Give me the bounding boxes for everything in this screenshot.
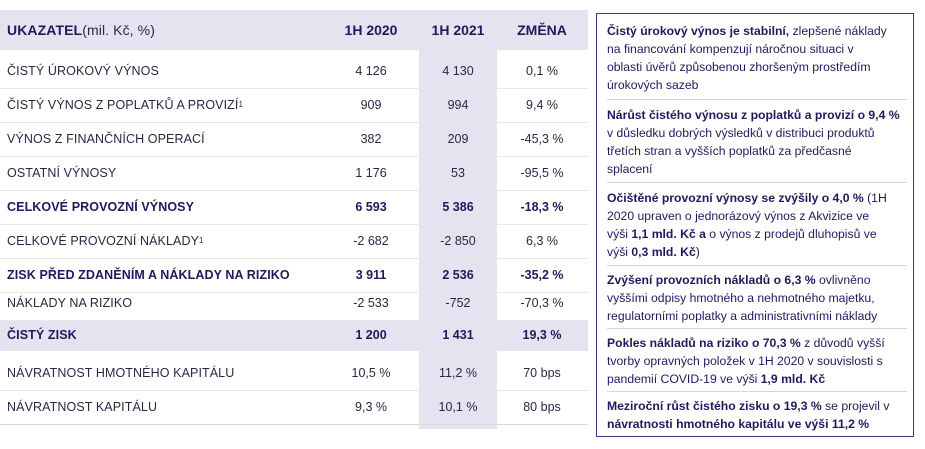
table-row: OSTATNÍ VÝNOSY 1 176 53 -95,5 %: [0, 156, 588, 191]
table-row-profit-before-tax: ZISK PŘED ZDANĚNÍM A NÁKLADY NA RIZIKO 3…: [0, 258, 588, 293]
value-change: 0,1 %: [526, 64, 558, 78]
row-label: ZISK PŘED ZDANĚNÍM A NÁKLADY NA RIZIKO: [7, 268, 290, 282]
table-row: NÁVRATNOST KAPITÁLU 9,3 % 10,1 % 80 bps: [0, 390, 588, 425]
note-net-interest-income: Čistý úrokový výnos je stabilní, zlepšen…: [607, 24, 887, 92]
row-label: CELKOVÉ PROVOZNÍ VÝNOSY: [7, 200, 195, 214]
row-label: OSTATNÍ VÝNOSY: [7, 166, 117, 180]
note-operating-costs: Zvýšení provozních nákladů o 6,3 % ovliv…: [607, 273, 878, 323]
value-1h2020: 4 126: [355, 64, 387, 78]
net-profit-band: [0, 320, 588, 350]
value-1h2021: 5 386: [442, 200, 474, 214]
header-1h2020: 1H 2020: [344, 22, 398, 38]
results-table: UKAZATEL (mil. Kč, %) 1H 2020 1H 2021 ZM…: [0, 10, 588, 429]
row-label: ČISTÝ ÚROKOVÝ VÝNOS: [7, 64, 159, 78]
value-1h2021: 209: [447, 132, 469, 146]
value-change: 9,4 %: [526, 98, 558, 112]
value-1h2021: -2 850: [440, 234, 476, 248]
note-fee-income: Nárůst čistého výnosu z poplatků a provi…: [607, 108, 900, 176]
value-1h2021: 1 431: [442, 328, 474, 342]
table-row: CELKOVÉ PROVOZNÍ NÁKLADY 1 -2 682 -2 850 …: [0, 224, 588, 259]
table-row: VÝNOS Z FINANČNÍCH OPERACÍ 382 209 -45,3…: [0, 122, 588, 157]
value-change: 19,3 %: [522, 328, 562, 342]
value-1h2020: 1 200: [355, 328, 387, 342]
value-1h2020: 909: [360, 98, 382, 112]
row-label: ČISTÝ VÝNOS Z POPLATKŮ A PROVIZÍ 1: [7, 98, 244, 112]
row-label: NÁVRATNOST HMOTNÉHO KAPITÁLU: [7, 366, 235, 380]
header-change: ZMĚNA: [517, 22, 567, 38]
table-row: ČISTÝ VÝNOS Z POPLATKŮ A PROVIZÍ 1 909 99…: [0, 88, 588, 123]
row-label: NÁKLADY NA RIZIKO: [7, 296, 133, 310]
value-1h2021: 2 536: [442, 268, 474, 282]
value-1h2021: 4 130: [442, 64, 474, 78]
value-1h2020: 10,5 %: [351, 366, 391, 380]
row-label: CELKOVÉ PROVOZNÍ NÁKLADY 1: [7, 234, 204, 248]
table-row: NÁVRATNOST HMOTNÉHO KAPITÁLU 10,5 % 11,2…: [0, 356, 588, 391]
row-label: VÝNOS Z FINANČNÍCH OPERACÍ: [7, 132, 205, 146]
note-divider: [607, 99, 907, 100]
row-label: NÁVRATNOST KAPITÁLU: [7, 400, 158, 414]
note-divider: [607, 265, 907, 266]
header-label: UKAZATEL (mil. Kč, %): [7, 22, 155, 38]
value-change: -45,3 %: [520, 132, 564, 146]
highlight-column-1h2021: [419, 10, 497, 429]
header-1h2021: 1H 2021: [431, 22, 485, 38]
value-change: -70,3 %: [520, 296, 564, 310]
note-divider: [607, 182, 907, 183]
table-row: NÁKLADY NA RIZIKO -2 533 -752 -70,3 %: [0, 286, 588, 321]
row-label: ČISTÝ ZISK: [7, 328, 77, 342]
value-1h2021: 11,2 %: [439, 366, 477, 380]
value-1h2020: 1 176: [355, 166, 387, 180]
value-change: -35,2 %: [520, 268, 564, 282]
table-row: ČISTÝ ÚROKOVÝ VÝNOS 4 126 4 130 0,1 %: [0, 54, 588, 89]
value-change: -18,3 %: [520, 200, 564, 214]
value-1h2020: -2 682: [353, 234, 389, 248]
value-change: 70 bps: [523, 366, 561, 380]
value-1h2020: 6 593: [355, 200, 387, 214]
table-row-total-income: CELKOVÉ PROVOZNÍ VÝNOSY 6 593 5 386 -18,…: [0, 190, 588, 225]
value-1h2021: -752: [445, 296, 471, 310]
value-1h2020: 9,3 %: [355, 400, 387, 414]
value-1h2021: 994: [447, 98, 469, 112]
value-1h2021: 10,1 %: [438, 400, 478, 414]
note-divider: [607, 328, 907, 329]
commentary-box: Čistý úrokový výnos je stabilní, zlepšen…: [596, 13, 914, 437]
value-change: 80 bps: [523, 400, 561, 414]
value-1h2020: -2 533: [353, 296, 389, 310]
value-1h2021: 53: [451, 166, 465, 180]
value-1h2020: 3 911: [355, 268, 387, 282]
note-net-profit: Meziroční růst čistého zisku o 19,3 % se…: [607, 399, 890, 431]
note-adjusted-income: Očištěné provozní výnosy se zvýšily o 4,…: [607, 191, 887, 259]
note-risk-costs: Pokles nákladů na riziko o 70,3 % z důvo…: [607, 336, 885, 386]
table-row-net-profit: ČISTÝ ZISK 1 200 1 431 19,3 %: [0, 320, 588, 351]
value-change: -95,5 %: [520, 166, 564, 180]
table-header: UKAZATEL (mil. Kč, %) 1H 2020 1H 2021 ZM…: [0, 10, 588, 50]
value-1h2020: 382: [360, 132, 382, 146]
note-divider: [607, 391, 907, 392]
value-change: 6,3 %: [526, 234, 558, 248]
